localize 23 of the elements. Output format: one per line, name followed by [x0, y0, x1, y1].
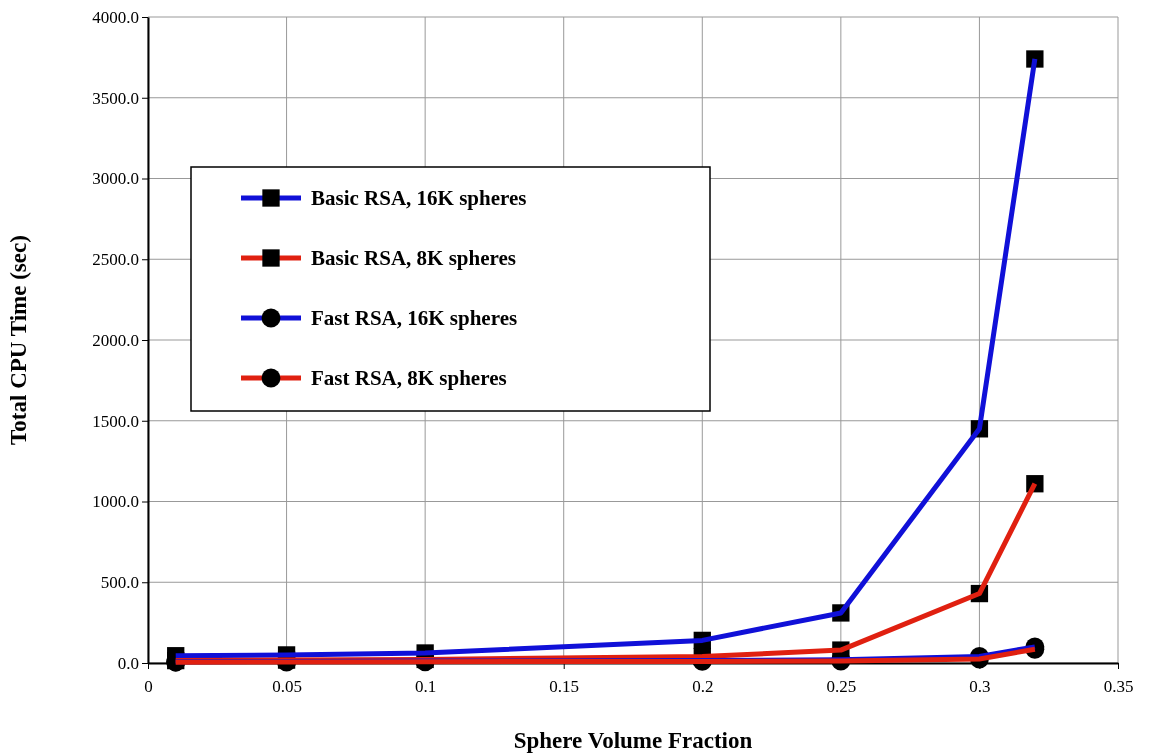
x-tick-label: 0.35	[1103, 677, 1134, 697]
x-tick-label: 0.25	[826, 677, 857, 697]
x-tick-label: 0	[144, 677, 153, 697]
legend-label: Fast RSA, 8K spheres	[311, 366, 507, 390]
legend-label: Basic RSA, 16K spheres	[311, 186, 527, 210]
x-tick-label: 0.3	[969, 677, 991, 697]
legend-label: Basic RSA, 8K spheres	[311, 246, 516, 270]
legend-label: Fast RSA, 16K spheres	[311, 306, 518, 330]
x-tick-label: 0.2	[692, 677, 714, 697]
y-tick-label: 2000.0	[92, 330, 139, 350]
y-tick-label: 3500.0	[92, 88, 139, 108]
x-tick-label: 0.05	[272, 677, 302, 697]
y-tick-label: 500.0	[100, 573, 139, 593]
y-tick-label: 2500.0	[92, 250, 139, 270]
y-tick-label: 3000.0	[92, 169, 139, 189]
x-axis-title: Sphere Volume Fraction	[513, 728, 753, 753]
y-tick-label: 1000.0	[92, 492, 139, 512]
y-tick-label: 1500.0	[92, 411, 139, 431]
y-tick-label: 0.0	[117, 653, 139, 673]
x-tick-label: 0.1	[415, 677, 437, 697]
y-axis-title: Total CPU Time (sec)	[6, 235, 31, 445]
x-tick-label: 0.15	[549, 677, 580, 697]
y-tick-label: 4000.0	[92, 7, 139, 27]
